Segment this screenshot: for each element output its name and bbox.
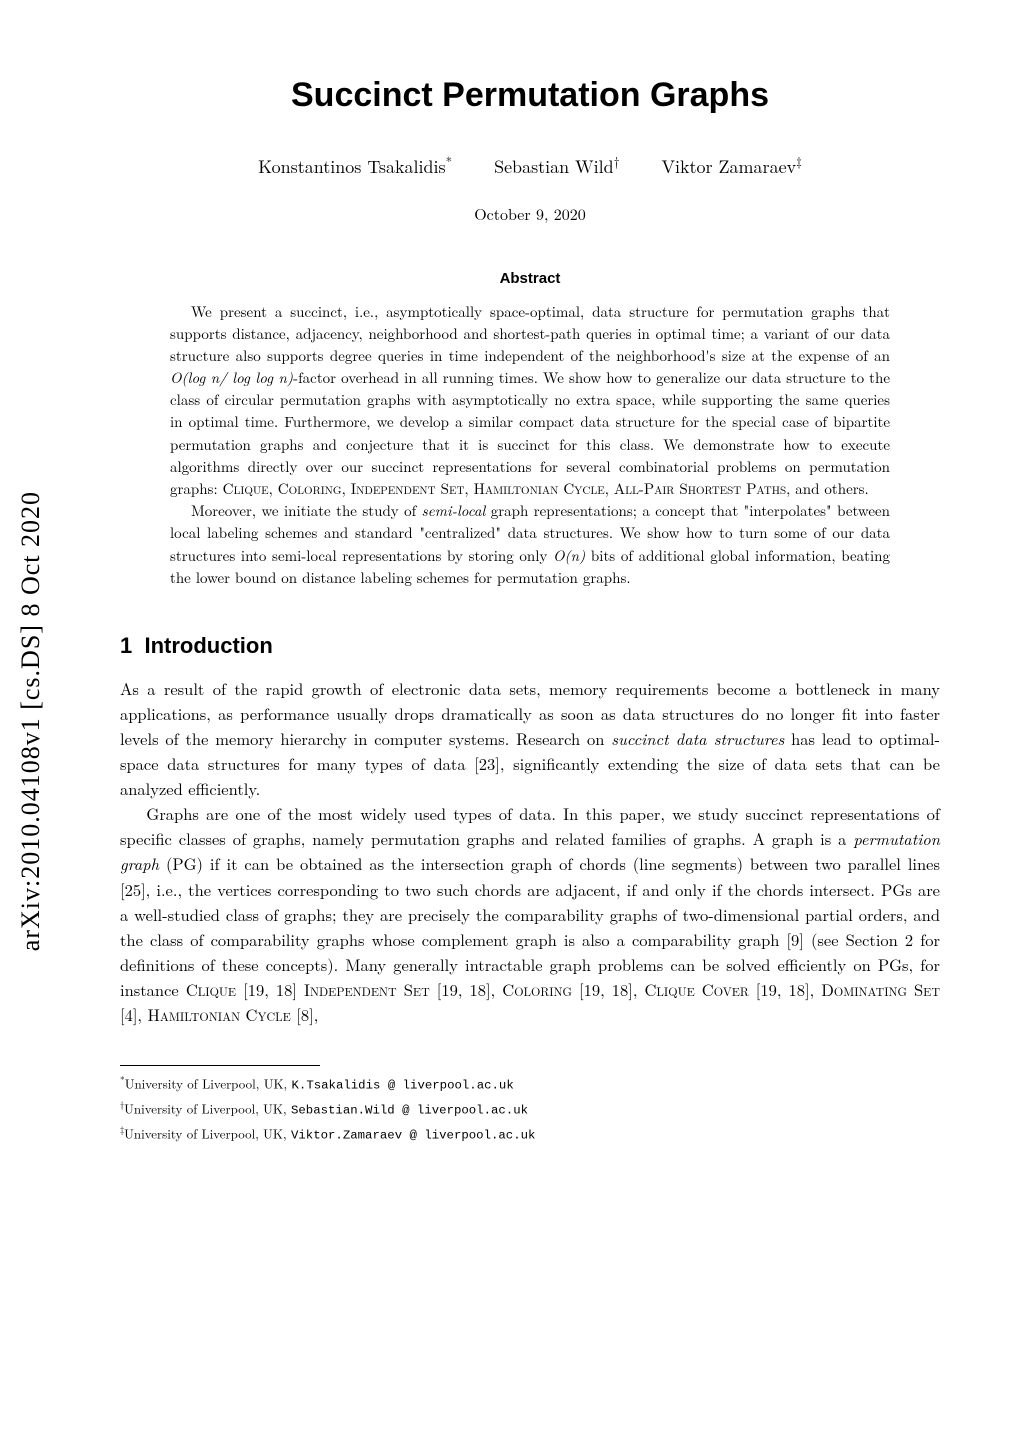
footnote-text: University of Liverpool, UK,: [125, 1073, 292, 1092]
body-citation: [8],: [291, 1002, 319, 1026]
author-name: Konstantinos Tsakalidis: [258, 154, 445, 179]
abstract-text: We present a succinct, i.e., asymptotica…: [170, 301, 890, 366]
body-citation: [4],: [120, 1002, 148, 1026]
abstract-heading: Abstract: [120, 268, 940, 291]
abstract: We present a succinct, i.e., asymptotica…: [170, 301, 890, 589]
body-smallcaps: Coloring: [502, 977, 572, 1001]
section-title: Introduction: [144, 633, 272, 658]
body-citation: [19, 18]: [236, 977, 304, 1001]
body-smallcaps: Clique: [186, 977, 236, 1001]
body-citation: [19, 18],: [749, 977, 822, 1001]
abstract-emphasis: semi-local: [422, 500, 486, 521]
abstract-text: Moreover, we initiate the study of: [191, 500, 422, 521]
author-mark: ‡: [796, 151, 802, 170]
abstract-smallcaps: All-Pair Shortest Paths: [614, 478, 786, 499]
author: Viktor Zamaraev‡: [661, 151, 801, 180]
author-mark: *: [446, 151, 452, 170]
intro-para-1: As a result of the rapid growth of elect…: [120, 676, 940, 801]
author-name: Viktor Zamaraev: [661, 154, 796, 179]
body-text: Graphs are one of the most widely used t…: [120, 801, 940, 850]
footnote-email: Viktor.Zamaraev @ liverpool.ac.uk: [291, 1128, 535, 1142]
abstract-para-2: Moreover, we initiate the study of semi-…: [170, 500, 890, 589]
body-citation: [19, 18],: [572, 977, 645, 1001]
abstract-math: O(log n/ log log n): [170, 367, 293, 388]
section-1-heading: 1 Introduction: [120, 629, 940, 662]
arxiv-identifier: arXiv:2010.04108v1 [cs.DS] 8 Oct 2020: [11, 491, 50, 951]
author-name: Sebastian Wild: [494, 154, 614, 179]
abstract-smallcaps: Coloring: [278, 478, 342, 499]
body-smallcaps: Hamiltonian Cycle: [148, 1002, 291, 1026]
abstract-math: O(n): [553, 545, 585, 566]
author-mark: †: [614, 151, 620, 170]
paper-date: October 9, 2020: [120, 202, 940, 226]
intro-body: As a result of the rapid growth of elect…: [120, 676, 940, 1027]
page-content: Succinct Permutation Graphs Konstantinos…: [60, 0, 1020, 1443]
abstract-smallcaps: Independent Set: [351, 478, 465, 499]
footnote: †University of Liverpool, UK, Sebastian.…: [120, 1097, 940, 1120]
footnote-email: K.Tsakalidis @ liverpool.ac.uk: [292, 1078, 514, 1092]
body-citation: [19, 18],: [430, 977, 503, 1001]
body-emphasis: succinct data structures: [611, 726, 784, 750]
abstract-para-1: We present a succinct, i.e., asymptotica…: [170, 301, 890, 501]
abstract-smallcaps: Clique: [223, 478, 269, 499]
footnote: ‡University of Liverpool, UK, Viktor.Zam…: [120, 1122, 940, 1145]
footnote: *University of Liverpool, UK, K.Tsakalid…: [120, 1072, 940, 1095]
abstract-text: , and others.: [786, 478, 869, 499]
body-smallcaps: Independent Set: [304, 977, 430, 1001]
abstract-smallcaps: Hamiltonian Cycle: [474, 478, 605, 499]
footnote-text: University of Liverpool, UK,: [124, 1098, 291, 1117]
intro-para-2: Graphs are one of the most widely used t…: [120, 801, 940, 1027]
body-smallcaps: Dominating Set: [821, 977, 940, 1001]
footnote-text: University of Liverpool, UK,: [124, 1123, 291, 1142]
paper-title: Succinct Permutation Graphs: [120, 70, 940, 121]
author: Sebastian Wild†: [494, 151, 619, 180]
section-number: 1: [120, 633, 132, 658]
body-smallcaps: Clique Cover: [644, 977, 748, 1001]
arxiv-sidebar: arXiv:2010.04108v1 [cs.DS] 8 Oct 2020: [0, 0, 60, 1443]
footnotes-rule: [120, 1065, 320, 1066]
footnote-email: Sebastian.Wild @ liverpool.ac.uk: [291, 1103, 528, 1117]
footnotes: *University of Liverpool, UK, K.Tsakalid…: [120, 1072, 940, 1145]
author: Konstantinos Tsakalidis*: [258, 151, 452, 180]
authors-line: Konstantinos Tsakalidis* Sebastian Wild†…: [120, 151, 940, 180]
